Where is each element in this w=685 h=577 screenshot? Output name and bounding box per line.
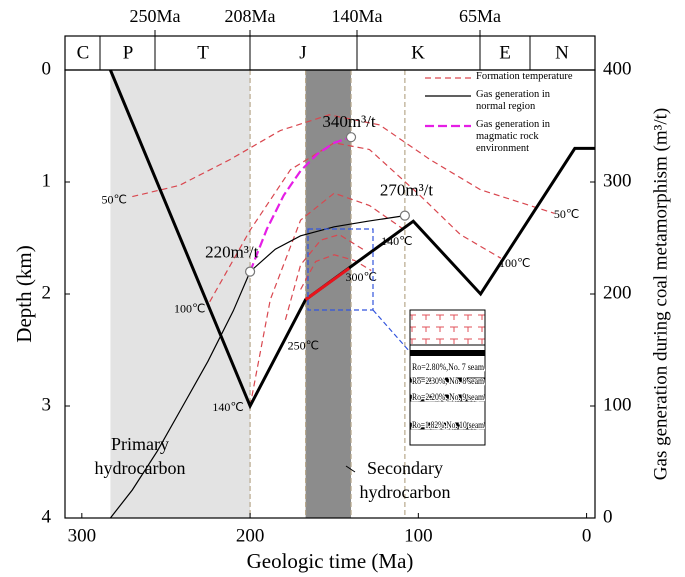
seam-label: Ro=2.30%, No. 8 seam bbox=[412, 376, 484, 386]
x-axis-title: Geologic time (Ma) bbox=[247, 549, 414, 573]
seam-label: Ro=1.82%,No. 10 seam bbox=[412, 420, 484, 430]
isotherm bbox=[132, 114, 555, 214]
annotation-pointer bbox=[345, 465, 356, 473]
burial-curve bbox=[109, 69, 595, 410]
legend-item: Formation temperature bbox=[425, 71, 606, 83]
isotherm bbox=[249, 192, 406, 407]
age-label: 65Ma bbox=[459, 6, 501, 26]
legend-swatch bbox=[425, 77, 471, 79]
y2-axis-title: Gas generation during coal metamorphism … bbox=[650, 108, 671, 480]
gas-point bbox=[345, 132, 357, 143]
isotherm-label: 250℃ bbox=[288, 339, 319, 353]
zoom-link bbox=[372, 309, 411, 353]
y2-tick-label: 0 bbox=[603, 506, 613, 527]
gas-curve-normal bbox=[109, 215, 405, 519]
y-tick-label: 1 bbox=[42, 170, 52, 191]
legend-swatch bbox=[425, 124, 471, 128]
x-tick-label: 300 bbox=[68, 525, 97, 546]
coal-seam bbox=[410, 377, 485, 383]
y2-tick-label: 400 bbox=[603, 58, 632, 79]
zoom-box bbox=[307, 228, 374, 311]
age-label: 140Ma bbox=[332, 6, 383, 26]
y2-tick-label: 300 bbox=[603, 170, 632, 191]
isotherm-label: 140℃ bbox=[212, 400, 243, 414]
isotherm-label: 50℃ bbox=[554, 207, 579, 221]
y-tick-label: 0 bbox=[42, 58, 52, 79]
isotherm bbox=[209, 142, 502, 303]
isotherm-label: 50℃ bbox=[102, 192, 127, 206]
x-tick-label: 0 bbox=[582, 525, 592, 546]
period-label: T bbox=[197, 42, 209, 63]
isotherm-label: 300℃ bbox=[345, 270, 376, 284]
y-tick-label: 2 bbox=[42, 282, 52, 303]
period-label: P bbox=[123, 42, 134, 63]
y-axis-title: Depth (km) bbox=[12, 245, 36, 342]
gas-point-label: 340m³/t bbox=[322, 112, 376, 131]
legend: Formation temperature Gas generation in n… bbox=[425, 71, 606, 161]
period-label: E bbox=[499, 42, 511, 63]
gas-point bbox=[244, 266, 256, 277]
legend-swatch bbox=[425, 95, 471, 97]
seam-label: Ro=2.20%, No. 9 seam bbox=[412, 392, 484, 402]
y2-tick-label: 100 bbox=[603, 394, 632, 415]
burial-highlight bbox=[304, 266, 351, 301]
period-label: K bbox=[411, 42, 425, 63]
seam-label: Ro=2.80%,No. 7 seam bbox=[412, 362, 484, 372]
coal-seam bbox=[410, 394, 485, 402]
age-label: 250Ma bbox=[130, 6, 181, 26]
isotherm-label: 100℃ bbox=[174, 302, 205, 316]
legend-label: Gas generation in normal region bbox=[476, 89, 551, 112]
annotation: Primary hydrocarbon bbox=[95, 434, 186, 478]
isotherm-label: 100℃ bbox=[499, 256, 530, 270]
gas-curve-magmatic bbox=[249, 136, 352, 273]
shaded-band bbox=[110, 70, 251, 518]
legend-label: Gas generation in magmatic rock environm… bbox=[476, 119, 551, 154]
isotherm bbox=[300, 254, 372, 290]
annotation: Secondary hydrocarbon bbox=[360, 458, 451, 502]
legend-label: Formation temperature bbox=[476, 71, 573, 82]
era-bar bbox=[64, 35, 596, 71]
x-tick-label: 200 bbox=[236, 525, 265, 546]
gas-point bbox=[399, 210, 410, 221]
inset-magmatic bbox=[409, 309, 486, 346]
coal-seam bbox=[410, 350, 485, 356]
y2-tick-label: 200 bbox=[603, 282, 632, 303]
coal-seam bbox=[410, 422, 485, 430]
period-label: N bbox=[555, 42, 569, 63]
age-label: 208Ma bbox=[225, 6, 276, 26]
y-tick-label: 4 bbox=[42, 506, 52, 527]
gas-point-label: 270m³/t bbox=[380, 181, 434, 200]
y-tick-label: 3 bbox=[42, 394, 52, 415]
legend-item: Gas generation in normal region bbox=[425, 89, 606, 113]
x-tick-label: 100 bbox=[404, 525, 433, 546]
period-label: C bbox=[77, 42, 90, 63]
period-label: J bbox=[299, 42, 306, 63]
legend-item: Gas generation in magmatic rock environm… bbox=[425, 119, 606, 155]
gas-point-label: 220m³/t bbox=[205, 243, 259, 262]
